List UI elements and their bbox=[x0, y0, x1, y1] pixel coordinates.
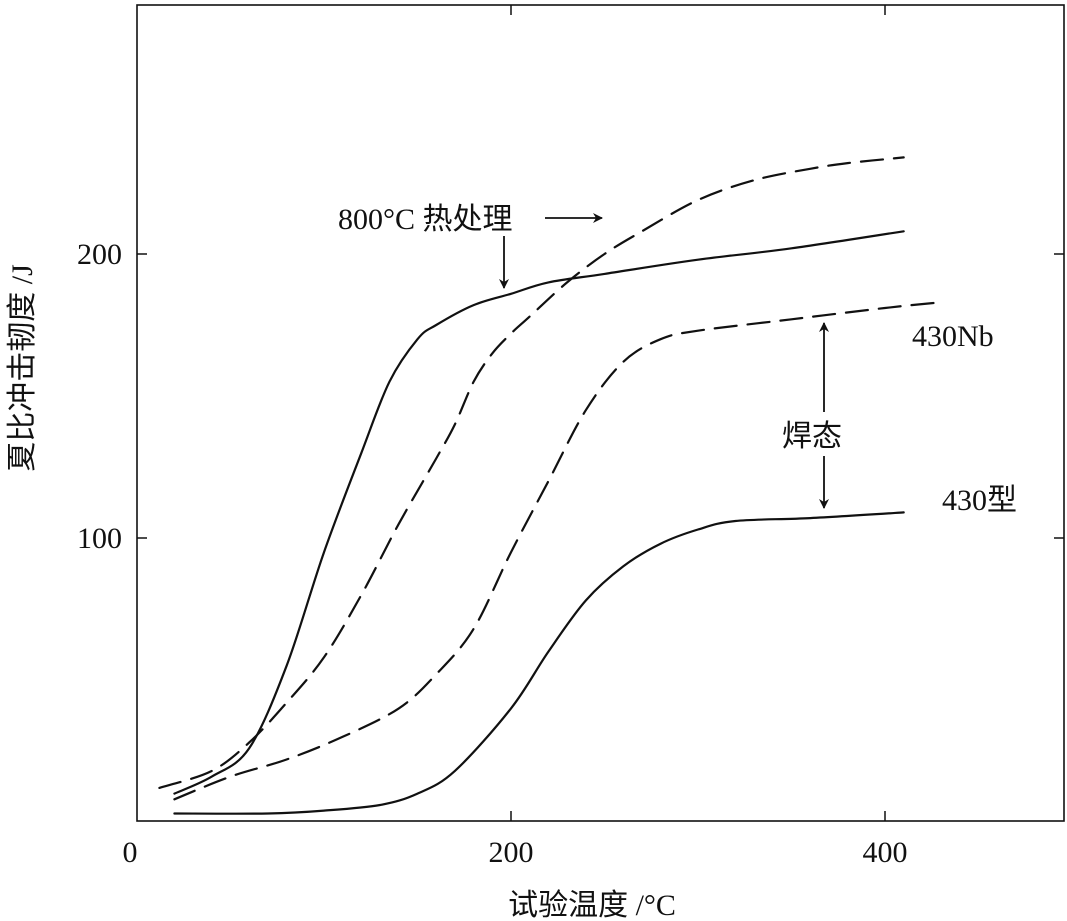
series-800c-heat-treated-430nb-line bbox=[158, 156, 905, 789]
x-tick-label: 400 bbox=[863, 836, 908, 869]
x-tick-label: 200 bbox=[489, 836, 534, 869]
plot-frame bbox=[136, 4, 1065, 822]
series-as-welded-430nb-line bbox=[173, 301, 943, 801]
y-tick-label: 200 bbox=[77, 238, 122, 271]
y-tick-label: 100 bbox=[77, 522, 122, 555]
annotation-as-welded: 焊态 bbox=[782, 420, 842, 453]
annotation-430-type: 430型 bbox=[942, 484, 1017, 517]
x-tick-label: 0 bbox=[123, 836, 138, 869]
x-axis-label: 试验温度 /°C bbox=[508, 889, 676, 921]
series-800c-heat-treated-430-line bbox=[173, 230, 905, 795]
series-as-welded-430-line bbox=[173, 511, 905, 815]
y-axis-label: 夏比冲击韧度 /J bbox=[6, 264, 39, 472]
annotation-800c-heat-treatment: 800°C 热处理 bbox=[338, 203, 513, 236]
annotation-430nb: 430Nb bbox=[912, 320, 994, 353]
